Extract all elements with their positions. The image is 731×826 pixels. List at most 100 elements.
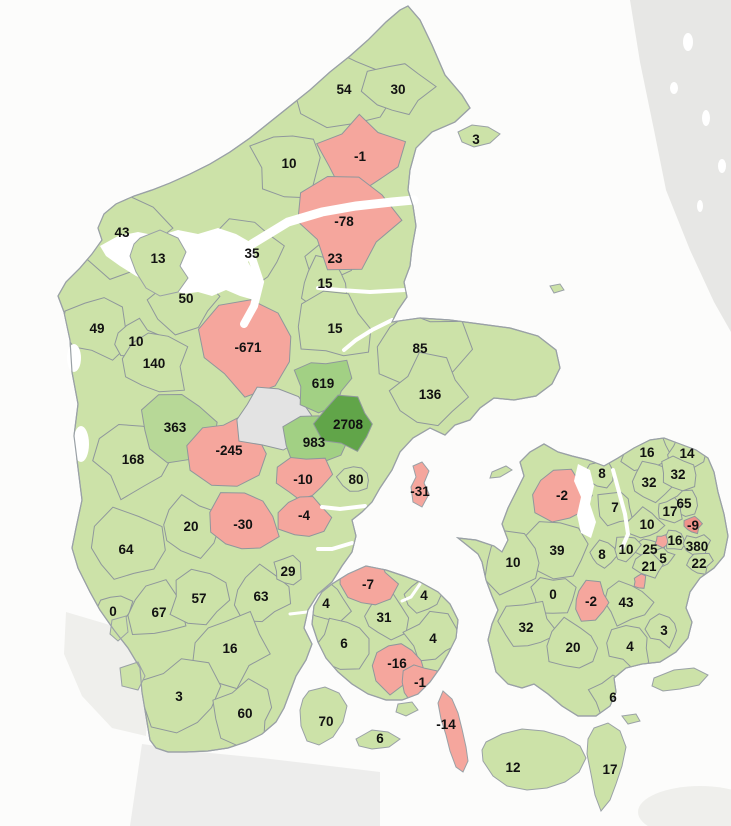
municipality-region[interactable] [169, 568, 231, 626]
municipality-value-label: 50 [178, 291, 193, 306]
municipality-region[interactable] [497, 600, 560, 647]
municipality-value-label: 4 [322, 596, 330, 611]
municipality-value-label: 8 [598, 547, 606, 562]
municipality-value-label: 21 [641, 559, 657, 574]
municipality-region[interactable] [121, 332, 189, 393]
municipality-region[interactable] [60, 297, 130, 361]
municipality-region[interactable] [388, 351, 470, 427]
municipality-value-label: 4 [420, 588, 428, 603]
municipality-value-label: 380 [686, 539, 709, 554]
municipality-value-label: 54 [336, 82, 352, 97]
municipality-value-label: -245 [215, 443, 243, 458]
kolding-fjord [288, 610, 309, 616]
coastline-zealand [456, 437, 729, 717]
municipality-region[interactable] [90, 506, 166, 580]
municipality-value-label: -2 [556, 488, 568, 503]
municipality-region[interactable] [402, 610, 461, 662]
municipality-region[interactable] [644, 613, 678, 649]
municipality-value-label: 168 [122, 452, 145, 467]
island-sejero [489, 465, 513, 479]
municipality-value-label: 32 [670, 467, 685, 482]
municipality-value-label: 43 [618, 595, 634, 610]
municipality-value-label: 17 [602, 762, 617, 777]
municipality-value-label: 70 [318, 714, 333, 729]
municipality-value-label: 32 [641, 475, 656, 490]
municipality-region[interactable] [277, 495, 333, 537]
municipality-region[interactable] [437, 690, 469, 773]
municipality-region[interactable] [163, 494, 220, 559]
municipality-value-label: 17 [662, 504, 677, 519]
municipality-region[interactable] [575, 579, 610, 622]
municipality-region[interactable] [589, 539, 618, 569]
municipality-value-label: 12 [505, 760, 520, 775]
municipality-value-label: 10 [618, 542, 633, 557]
municipality-value-label: 65 [676, 496, 692, 511]
municipality-region[interactable] [335, 466, 369, 492]
municipality-region[interactable] [631, 552, 664, 579]
municipality-value-label: -4 [298, 508, 310, 523]
municipality-value-label: 39 [549, 543, 564, 558]
sweden-lake [670, 82, 678, 94]
municipality-value-label: 63 [253, 589, 269, 604]
island-anholt [549, 283, 565, 294]
municipality-region[interactable] [129, 229, 189, 297]
municipality-region[interactable] [661, 455, 697, 492]
municipality-region[interactable] [249, 135, 321, 199]
municipality-value-label: 4 [626, 639, 634, 654]
municipality-region[interactable] [209, 492, 280, 550]
municipality-value-label: -1 [354, 149, 366, 164]
municipality-region[interactable] [683, 515, 704, 535]
horsens-fjord [320, 504, 367, 512]
municipality-value-label: 15 [327, 321, 343, 336]
municipality-region[interactable] [633, 573, 647, 589]
municipality-value-label: 6 [376, 731, 384, 746]
municipality-value-label: -30 [233, 517, 253, 532]
municipality-value-label: 35 [244, 246, 260, 261]
municipality-region[interactable] [312, 394, 373, 453]
municipality-regions-default [60, 50, 714, 748]
municipality-region[interactable] [546, 616, 599, 669]
municipality-value-label: 3 [175, 689, 183, 704]
municipality-region[interactable] [457, 124, 501, 148]
municipality-value-label: 49 [89, 321, 104, 336]
municipality-region[interactable] [299, 686, 348, 746]
municipality-value-label: 20 [183, 519, 198, 534]
municipality-region[interactable] [410, 461, 430, 508]
municipality-value-label: 30 [390, 82, 405, 97]
municipality-value-label: 619 [312, 376, 335, 391]
municipality-region[interactable] [371, 643, 427, 696]
islands [109, 124, 709, 812]
randers-fjord [342, 318, 394, 352]
municipality-region[interactable] [360, 63, 437, 116]
municipality-region[interactable] [355, 729, 401, 750]
municipality-value-label: 16 [667, 533, 683, 548]
coastline-overlay [57, 5, 729, 753]
municipality-region[interactable] [273, 554, 302, 586]
municipality-region[interactable] [297, 290, 372, 357]
municipality-value-label: 10 [281, 156, 296, 171]
island-fano [109, 615, 129, 642]
island-mon [651, 667, 709, 692]
municipality-region[interactable] [654, 534, 669, 549]
odense-fjord [400, 582, 422, 603]
municipality-value-label: 983 [303, 435, 326, 450]
municipality-region[interactable] [481, 728, 587, 791]
sweden-lake [683, 33, 693, 51]
municipality-value-label: -7 [362, 577, 374, 592]
municipality-value-label: 14 [679, 446, 695, 461]
municipality-value-label: 10 [505, 555, 520, 570]
municipality-region[interactable] [364, 593, 410, 641]
municipality-region[interactable] [657, 496, 683, 524]
municipality-value-label: 64 [118, 542, 134, 557]
municipality-region[interactable] [685, 552, 714, 575]
municipality-region[interactable] [614, 536, 642, 563]
sweden-lake [718, 159, 726, 173]
municipality-region[interactable] [586, 722, 627, 812]
municipality-value-label: -671 [234, 340, 262, 355]
municipality-value-label: 80 [348, 472, 363, 487]
municipality-value-label: 16 [639, 445, 655, 460]
municipality-region[interactable] [313, 617, 370, 670]
isefjord [574, 464, 596, 538]
municipality-regions-colored [140, 113, 704, 700]
municipality-value-label: 43 [114, 225, 130, 240]
